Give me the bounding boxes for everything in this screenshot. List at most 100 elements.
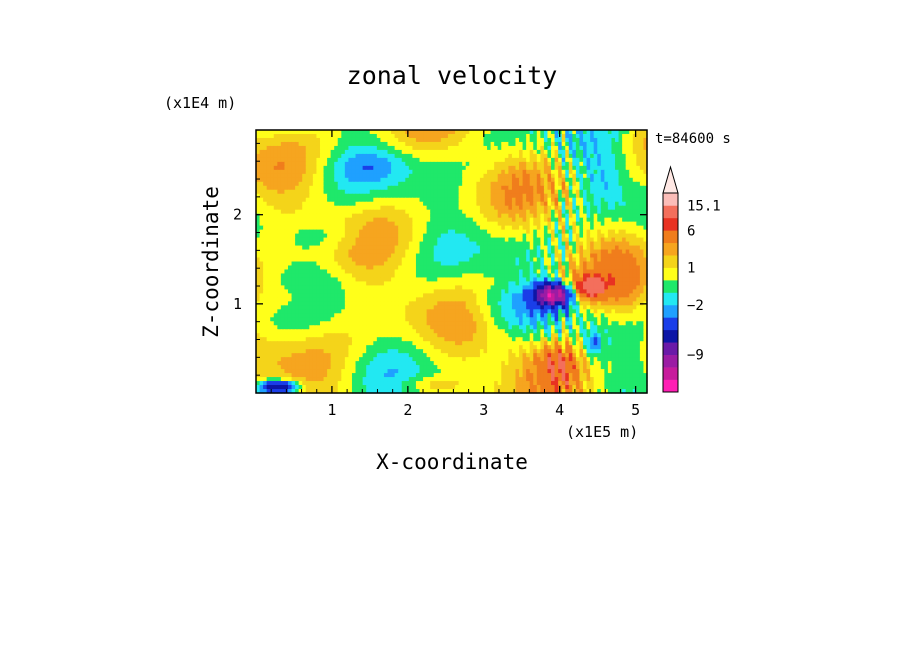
field-cell xyxy=(583,289,588,294)
field-cell xyxy=(629,217,634,223)
field-cell xyxy=(508,233,513,239)
field-cell xyxy=(451,293,456,298)
field-cell xyxy=(394,253,399,259)
field-cell xyxy=(284,309,289,314)
field-cell xyxy=(604,241,609,247)
field-cell xyxy=(504,297,509,302)
field-cell xyxy=(547,193,552,199)
field-cell xyxy=(568,145,573,151)
field-cell xyxy=(309,309,314,314)
field-cell xyxy=(579,177,584,183)
field-cell xyxy=(607,189,613,195)
field-cell xyxy=(561,141,566,147)
field-cell xyxy=(593,297,598,302)
field-cell xyxy=(622,225,627,231)
field-cell xyxy=(543,145,549,151)
field-cell xyxy=(405,285,410,290)
field-cell xyxy=(327,297,332,302)
field-cell xyxy=(579,281,584,286)
field-cell xyxy=(615,273,620,279)
field-cell xyxy=(543,217,549,223)
field-cell xyxy=(394,245,399,251)
field-cell xyxy=(590,237,595,243)
field-cell xyxy=(600,285,605,290)
field-cell xyxy=(543,245,549,251)
field-cell xyxy=(316,277,321,283)
field-cell xyxy=(408,137,413,143)
field-cell xyxy=(476,289,481,294)
field-cell xyxy=(305,165,310,171)
field-cell xyxy=(497,165,502,171)
field-cell xyxy=(462,221,467,227)
field-cell xyxy=(639,209,645,215)
field-cell xyxy=(639,189,645,195)
field-cell xyxy=(433,157,438,163)
field-cell xyxy=(415,273,421,279)
field-cell xyxy=(543,153,549,159)
field-cell xyxy=(611,149,616,155)
field-cell xyxy=(337,253,342,259)
field-cell xyxy=(543,197,549,203)
field-cell xyxy=(348,305,353,310)
field-cell xyxy=(529,265,534,271)
field-cell xyxy=(330,221,335,227)
field-cell xyxy=(597,233,602,239)
field-cell xyxy=(540,157,545,163)
field-cell xyxy=(259,265,264,271)
field-cell xyxy=(625,137,630,143)
field-cell xyxy=(458,225,463,231)
field-cell xyxy=(256,285,261,290)
field-cell xyxy=(618,245,623,251)
field-cell xyxy=(579,137,584,143)
field-cell xyxy=(330,225,335,231)
field-cell xyxy=(412,277,417,283)
field-cell xyxy=(579,249,584,255)
field-cell xyxy=(415,253,421,259)
field-cell xyxy=(536,285,541,290)
field-cell xyxy=(280,197,286,203)
field-cell xyxy=(636,153,641,159)
field-cell xyxy=(597,149,602,155)
field-cell xyxy=(256,253,261,259)
field-cell xyxy=(625,305,630,310)
field-cell xyxy=(380,265,385,271)
field-cell xyxy=(543,285,549,290)
field-cell xyxy=(302,253,307,259)
field-cell xyxy=(387,149,392,155)
field-cell xyxy=(295,213,300,219)
field-cell xyxy=(639,297,645,302)
field-cell xyxy=(526,229,531,235)
field-cell xyxy=(501,181,506,187)
field-cell xyxy=(298,185,303,191)
field-cell xyxy=(451,245,456,251)
field-cell xyxy=(426,289,431,294)
field-cell xyxy=(604,145,609,151)
field-cell xyxy=(472,153,477,159)
field-cell xyxy=(515,181,520,187)
field-cell xyxy=(398,285,403,290)
field-cell xyxy=(387,145,392,151)
field-cell xyxy=(444,169,449,175)
field-cell xyxy=(287,245,293,251)
field-cell xyxy=(337,281,342,286)
field-cell xyxy=(341,277,346,283)
field-cell xyxy=(618,217,623,223)
field-cell xyxy=(355,225,360,231)
field-cell xyxy=(351,153,357,159)
field-cell xyxy=(586,265,591,271)
field-cell xyxy=(337,265,342,271)
field-cell xyxy=(558,181,563,187)
field-cell xyxy=(440,169,445,175)
field-cell xyxy=(558,209,563,215)
field-cell xyxy=(529,233,534,239)
field-cell xyxy=(266,149,271,155)
field-cell xyxy=(561,265,566,271)
field-cell xyxy=(490,305,495,310)
field-cell xyxy=(618,233,623,239)
field-cell xyxy=(287,305,293,310)
field-cell xyxy=(611,133,616,139)
field-cell xyxy=(319,133,325,139)
field-cell xyxy=(536,253,541,259)
field-cell xyxy=(256,221,261,227)
field-cell xyxy=(593,133,598,139)
